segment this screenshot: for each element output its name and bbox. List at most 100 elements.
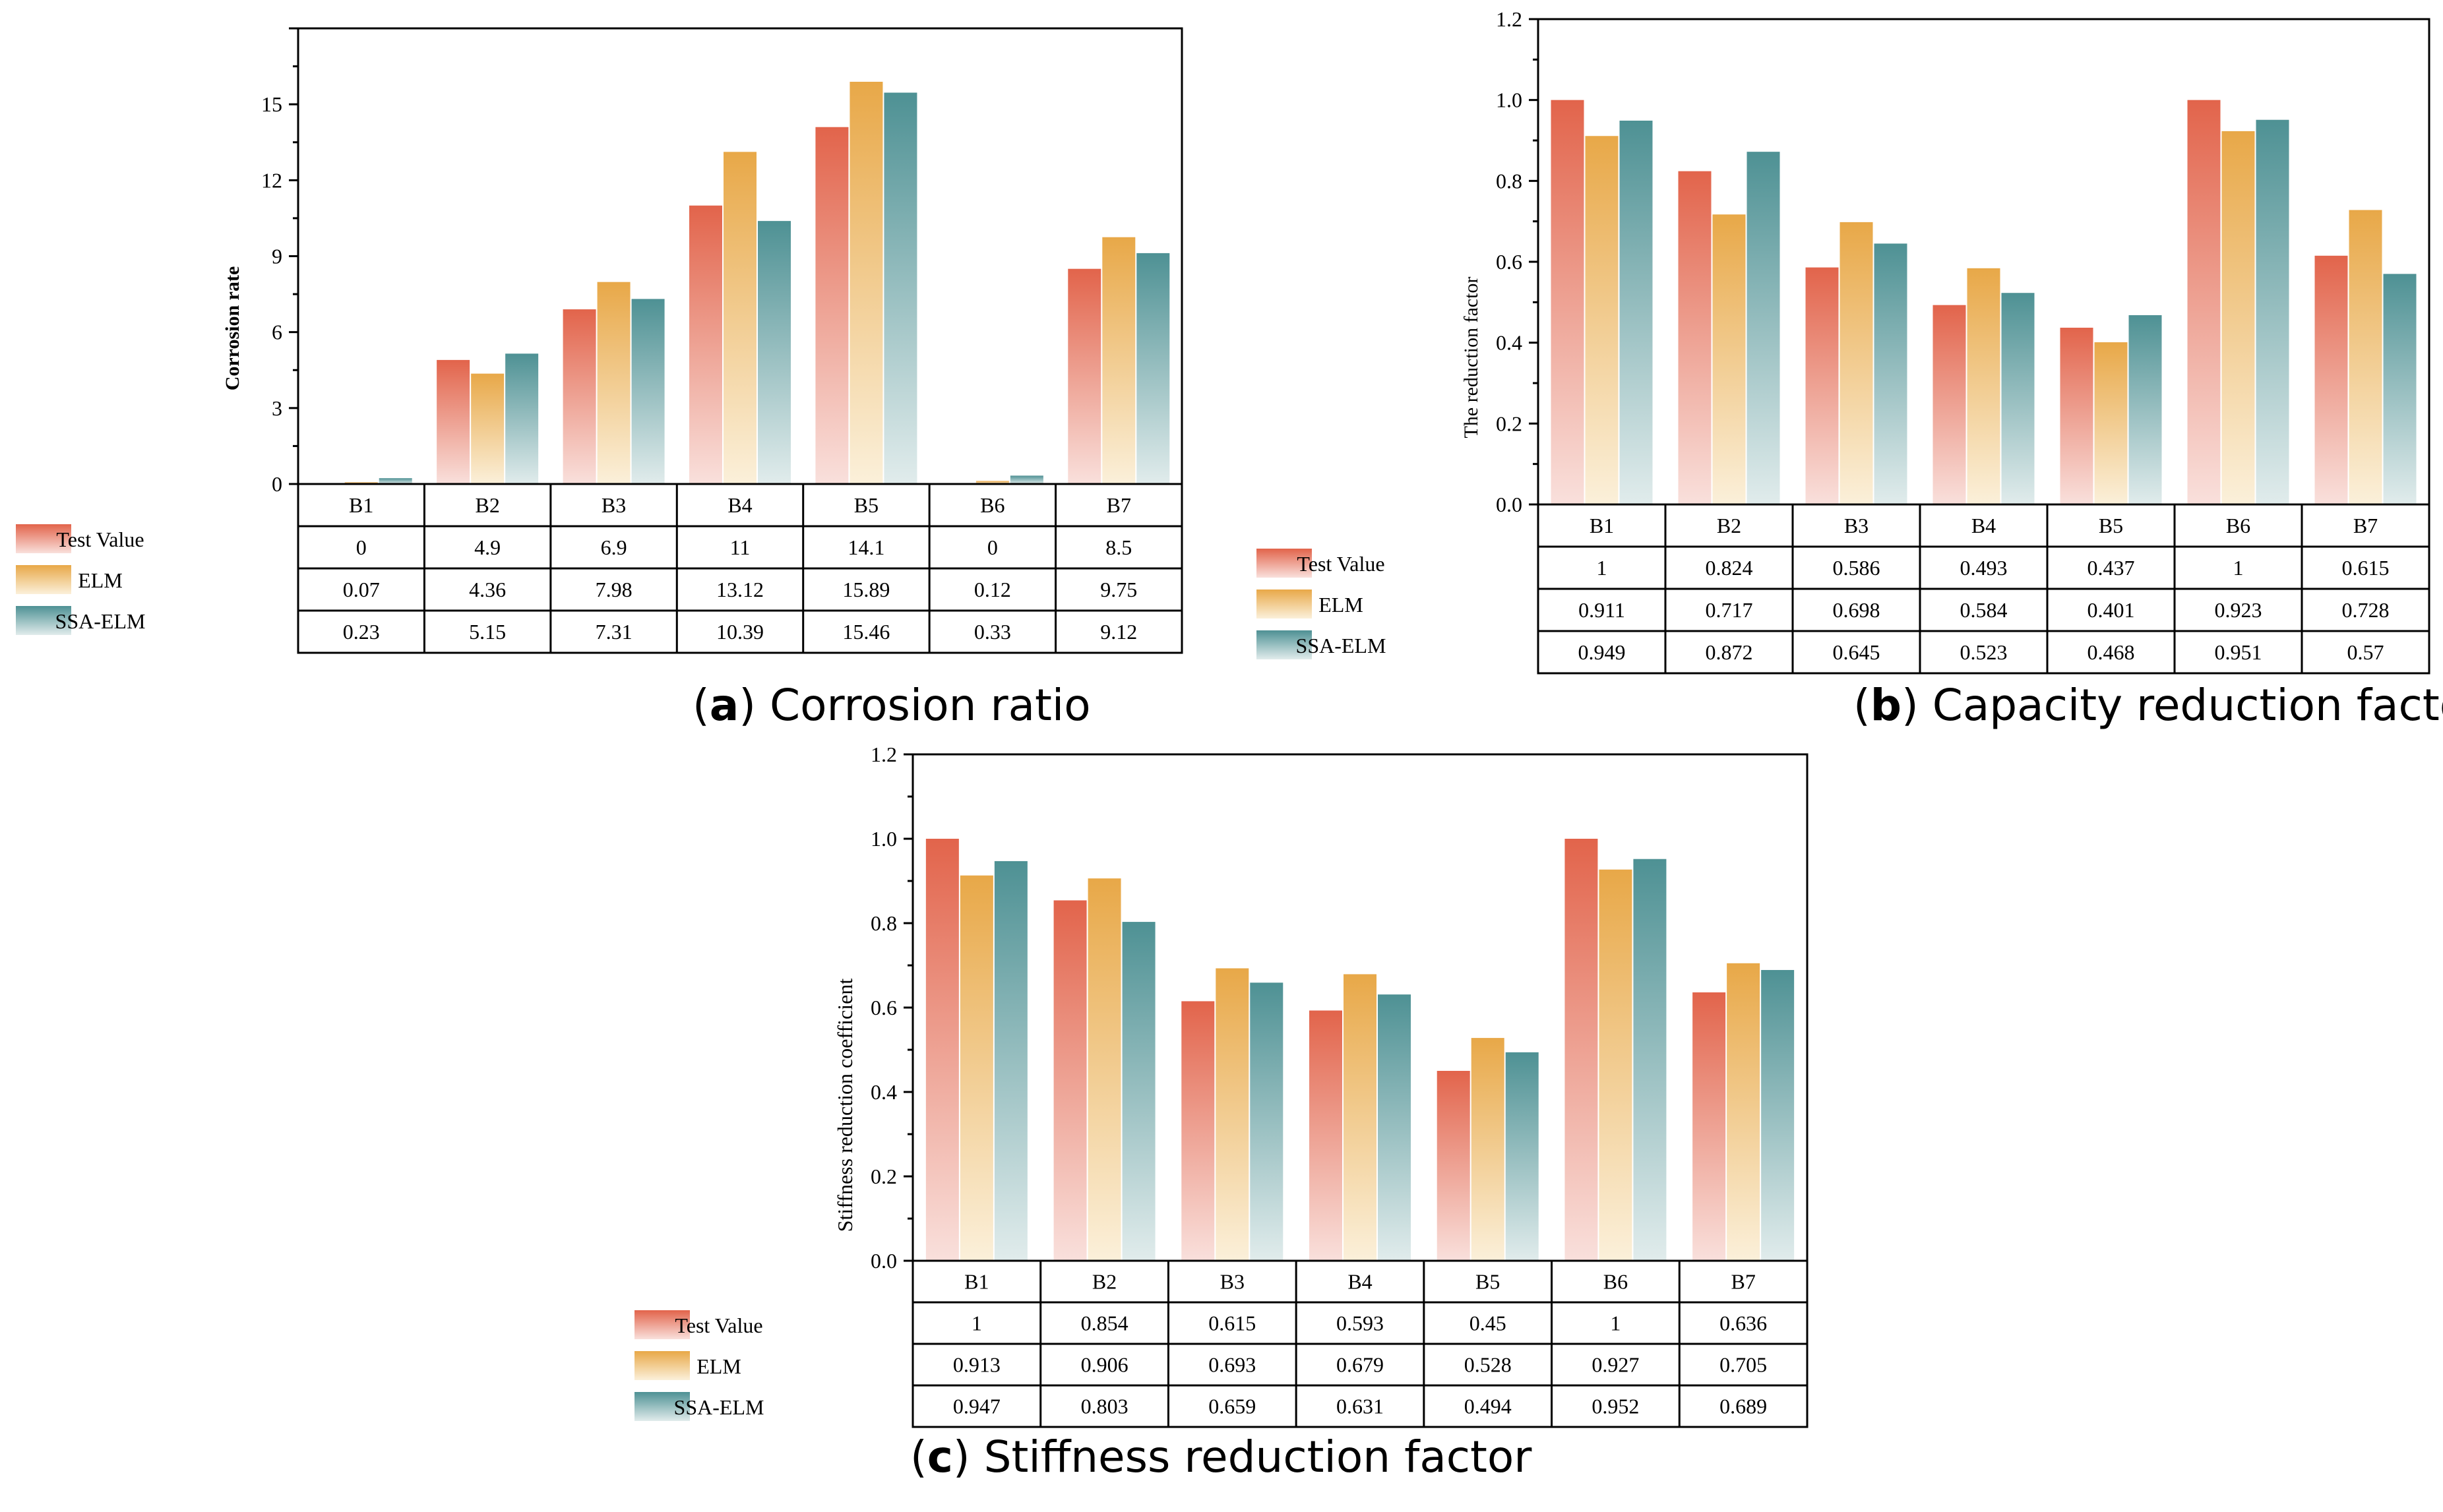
y-tick-label: 0	[272, 472, 282, 496]
category-label: B3	[1220, 1270, 1245, 1294]
table-value-cell: 0.947	[953, 1395, 1001, 1418]
bar-elm-b6	[2221, 131, 2255, 505]
legend-swatch-test-value	[634, 1310, 690, 1339]
y-axis-label: The reduction factor	[1460, 277, 1482, 438]
bar-elm-b3	[597, 282, 631, 484]
bar-ssa-elm-b7	[2383, 274, 2417, 504]
y-tick-label: 6	[272, 320, 282, 344]
y-tick-label: 15	[261, 92, 282, 116]
bar-ssa-elm-b7	[1136, 253, 1170, 484]
bar-ssa-elm-b1	[379, 478, 412, 484]
table-value-cell: 0.584	[1960, 598, 2008, 622]
table-value-cell: 0.493	[1960, 556, 2008, 580]
table-value-cell: 0.586	[1833, 556, 1880, 580]
bar-test-value-b3	[1181, 1001, 1215, 1261]
y-tick-label: 0.4	[1496, 331, 1522, 355]
category-label: B5	[854, 493, 879, 517]
table-value-cell: 0.12	[974, 578, 1011, 601]
bar-test-value-b2	[437, 359, 470, 484]
panel-caption-text: Stiffness reduction factor	[984, 1432, 1533, 1482]
table-value-cell: 4.9	[474, 535, 501, 559]
table-value-cell: 0.528	[1464, 1353, 1512, 1377]
category-label: B7	[2353, 514, 2378, 537]
category-label: B5	[2099, 514, 2123, 537]
y-tick-label: 0.0	[871, 1249, 897, 1273]
bar-test-value-b4	[689, 205, 722, 484]
y-tick-label: 0.6	[1496, 250, 1522, 274]
y-tick-label: 0.6	[871, 996, 897, 1019]
bar-ssa-elm-b1	[1619, 120, 1653, 505]
bar-ssa-elm-b4	[2001, 293, 2035, 504]
bar-elm-b5	[2094, 342, 2128, 504]
y-tick-label: 3	[272, 396, 282, 420]
bar-elm-b7	[2349, 210, 2382, 504]
bar-test-value-b3	[563, 309, 596, 484]
table-value-cell: 0.645	[1833, 640, 1880, 664]
category-label: B3	[1844, 514, 1869, 537]
bar-test-value-b7	[1068, 268, 1101, 484]
bar-elm-b6	[975, 481, 1009, 484]
bar-ssa-elm-b5	[2128, 315, 2162, 504]
bar-test-value-b1	[925, 839, 959, 1261]
bar-ssa-elm-b4	[1378, 994, 1411, 1261]
legend-label: Test Value	[1297, 552, 1384, 576]
table-value-cell: 0.494	[1464, 1395, 1512, 1418]
panel-caption-close-paren: )	[953, 1432, 984, 1482]
table-value-cell: 1	[2233, 556, 2244, 580]
bar-test-value-b6	[2187, 100, 2221, 504]
table-value-cell: 0.728	[2342, 598, 2390, 622]
table-value-cell: 0.659	[1208, 1395, 1256, 1418]
table-value-cell: 0.401	[2087, 598, 2135, 622]
table-value-cell: 9.12	[1100, 620, 1137, 644]
y-tick-label: 0.2	[1496, 411, 1522, 435]
table-value-cell: 0.23	[343, 620, 380, 644]
table-value-cell: 14.1	[848, 535, 884, 559]
y-tick-label: 0.0	[1496, 493, 1522, 516]
table-value-cell: 0.698	[1833, 598, 1880, 622]
table-value-cell: 7.31	[596, 620, 633, 644]
y-tick-label: 0.8	[871, 911, 897, 935]
bar-test-value-b7	[1692, 992, 1726, 1261]
bar-ssa-elm-b5	[1505, 1052, 1539, 1261]
table-value-cell: 0.523	[1960, 640, 2008, 664]
table-value-cell: 0.927	[1592, 1353, 1639, 1377]
table-value-cell: 15.46	[842, 620, 890, 644]
panel-caption-open-paren: (	[1853, 680, 1871, 731]
table-value-cell: 13.12	[716, 578, 764, 601]
table-value-cell: 4.36	[469, 578, 506, 601]
bar-ssa-elm-b3	[631, 299, 665, 484]
bar-ssa-elm-b7	[1761, 970, 1795, 1261]
table-value-cell: 0.951	[2215, 640, 2262, 664]
legend-label: Test Value	[56, 528, 144, 551]
bar-test-value-b6	[1564, 839, 1598, 1261]
bar-test-value-b7	[2314, 255, 2348, 504]
bar-test-value-b5	[2060, 327, 2093, 504]
category-label: B1	[1590, 514, 1614, 537]
panel-caption-close-paren: )	[739, 680, 770, 731]
panel-caption-open-paren: (	[693, 680, 710, 731]
legend-label: Test Value	[675, 1314, 762, 1337]
y-axis-label: Stiffness reduction coefficient	[833, 979, 857, 1232]
bar-ssa-elm-b2	[505, 353, 539, 484]
bar-elm-b7	[1727, 963, 1760, 1261]
legend-swatch-ssa-elm	[634, 1392, 690, 1421]
y-tick-label: 1.0	[871, 827, 897, 851]
legend-swatch-test-value	[1256, 549, 1312, 578]
panel-caption-open-paren: (	[910, 1432, 927, 1482]
panel-caption-letter: a	[710, 680, 739, 731]
table-value-cell: 1	[972, 1312, 982, 1335]
table-value-cell: 1	[1610, 1312, 1621, 1335]
table-value-cell: 0.872	[1706, 640, 1753, 664]
bar-test-value-b1	[1551, 100, 1584, 504]
table-value-cell: 15.89	[842, 578, 890, 601]
bar-test-value-b4	[1933, 305, 1966, 504]
y-tick-label: 0.2	[871, 1164, 897, 1188]
category-label: B2	[1717, 514, 1741, 537]
bar-elm-b1	[1585, 136, 1619, 505]
category-label: B6	[980, 493, 1005, 517]
table-value-cell: 0.693	[1208, 1353, 1256, 1377]
table-value-cell: 0.913	[953, 1353, 1001, 1377]
table-value-cell: 0.952	[1592, 1395, 1639, 1418]
table-value-cell: 0.824	[1706, 556, 1753, 580]
table-value-cell: 0.705	[1719, 1353, 1767, 1377]
